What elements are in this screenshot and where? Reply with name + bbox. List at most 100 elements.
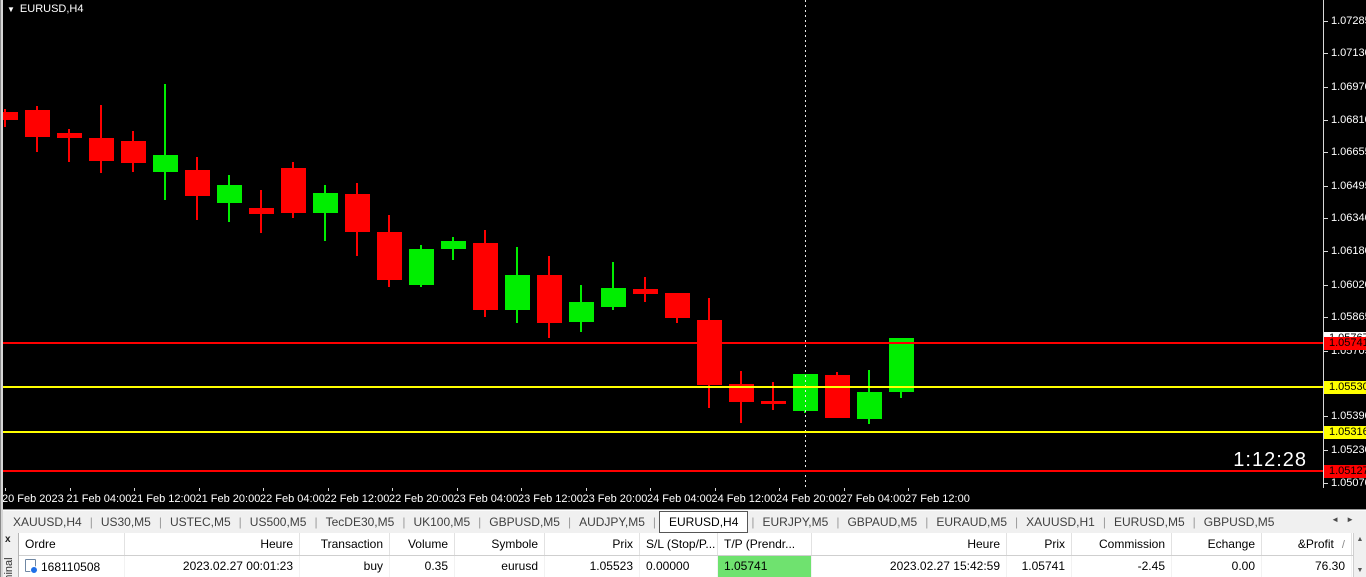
tab-euraud-m5[interactable]: EURAUD,M5 xyxy=(936,514,1008,529)
price-axis-tick xyxy=(1324,416,1328,418)
column-header-heure[interactable]: Heure xyxy=(125,533,300,555)
order-row[interactable]: 168110508 2023.02.27 00:01:23 buy 0.35 eurus… xyxy=(19,556,1353,577)
column-header-transaction[interactable]: Transaction xyxy=(300,533,390,555)
column-header-commission[interactable]: Commission xyxy=(1072,533,1172,555)
tab-xauusd-h1[interactable]: XAUUSD,H1 xyxy=(1026,514,1095,529)
tab-separator: | xyxy=(1192,514,1196,529)
column-header-symbole[interactable]: Symbole xyxy=(455,533,545,555)
candle-wick xyxy=(68,129,70,162)
time-axis-tick xyxy=(134,488,135,491)
price-axis-label: 1.05230 xyxy=(1331,443,1366,456)
tab-scroll-arrows[interactable]: ◄► xyxy=(1331,515,1361,524)
orders-table: Ordre Heure Transaction Volume Symbole Prix S/… xyxy=(19,533,1353,577)
candle xyxy=(473,242,498,311)
column-header-heure[interactable]: Heure xyxy=(812,533,1007,555)
tab-uk100-m5[interactable]: UK100,M5 xyxy=(413,514,471,529)
tab-separator: | xyxy=(314,514,318,529)
candle xyxy=(281,168,306,214)
order-line[interactable] xyxy=(0,342,1323,344)
time-axis-tick xyxy=(585,488,587,491)
price-axis-label: 1.05865 xyxy=(1331,311,1366,324)
time-axis-label: 27 Feb 12:00 xyxy=(905,493,970,505)
price-axis-label: 1.07285 xyxy=(1331,15,1366,27)
tab-eurusd-m5[interactable]: EURUSD,M5 xyxy=(1113,514,1185,529)
column-header-volume[interactable]: Volume xyxy=(390,533,455,555)
time-axis-label: 23 Feb 12:00 xyxy=(518,493,583,505)
time-axis-label: 24 Feb 12:00 xyxy=(711,493,777,505)
time-axis-label: 23 Feb 20:00 xyxy=(582,493,648,505)
time-axis-tick xyxy=(392,488,393,491)
tab-eurjpy-m5[interactable]: EURJPY,M5 xyxy=(762,514,829,529)
chart-panel[interactable]: ▼ EURUSD,H4 1:12:28 xyxy=(0,0,1323,488)
tab-audjpy-m5[interactable]: AUDJPY,M5 xyxy=(579,514,645,529)
tab-ustec-m5[interactable]: USTEC,M5 xyxy=(169,514,231,529)
orders-table-header[interactable]: Ordre Heure Transaction Volume Symbole Prix S/… xyxy=(19,533,1353,556)
time-axis-label: 20 Feb 2023 xyxy=(2,493,64,505)
price-axis-label: 1.06180 xyxy=(1331,245,1366,258)
time-axis-label: 22 Feb 04:00 xyxy=(260,493,325,505)
order-cell-transaction: buy xyxy=(300,556,390,577)
column-header-ordre[interactable]: Ordre xyxy=(19,533,125,555)
close-terminal-button[interactable]: x xyxy=(5,534,11,545)
candle xyxy=(857,392,882,420)
column-header--profit[interactable]: &Profit / xyxy=(1262,533,1352,555)
candle xyxy=(121,140,146,163)
price-axis-tick xyxy=(1324,251,1328,253)
column-header-s-l-stop-p-[interactable]: S/L (Stop/P... xyxy=(640,533,718,555)
time-axis[interactable]: 20 Feb 2023 21 Feb 04:00 21 Feb 12:00 21 Fe… xyxy=(0,488,1366,509)
column-header-t-p-prendr-[interactable]: T/P (Prendr... xyxy=(718,533,812,555)
candle xyxy=(889,337,914,392)
period-separator-line xyxy=(805,0,806,488)
tab-gbpusd-m5[interactable]: GBPUSD,M5 xyxy=(489,514,560,529)
tab-separator: | xyxy=(1102,514,1106,529)
tab-xauusd-h4[interactable]: XAUUSD,H4 xyxy=(13,514,82,529)
order-line[interactable] xyxy=(0,470,1323,473)
symbol-period-label: ▼ EURUSD,H4 xyxy=(7,3,84,15)
tab-separator: | xyxy=(158,514,162,529)
tab-tecde30-m5[interactable]: TecDE30,M5 xyxy=(325,514,395,529)
order-price-badge: 1.05741 xyxy=(1324,337,1366,350)
column-header-prix[interactable]: Prix xyxy=(1007,533,1072,555)
candle xyxy=(729,384,754,402)
scroll-up-arrow-icon[interactable]: ▲ xyxy=(1356,536,1364,543)
candle xyxy=(0,111,18,121)
time-axis-tick xyxy=(263,488,264,491)
column-header-prix[interactable]: Prix xyxy=(545,533,640,555)
price-axis-tick xyxy=(1324,120,1328,122)
column-header-echange[interactable]: Echange xyxy=(1172,533,1262,555)
time-axis-tick xyxy=(521,488,522,491)
price-axis-label: 1.06020 xyxy=(1331,278,1366,291)
time-axis-label: 21 Feb 12:00 xyxy=(131,493,196,505)
price-axis[interactable]: 1.07285 1.07130 1.06970 1.06810 1.06655 1.064… xyxy=(1323,0,1366,489)
time-axis-tick xyxy=(843,488,845,491)
price-axis-label: 1.07130 xyxy=(1331,47,1366,60)
candle xyxy=(217,184,242,204)
candle xyxy=(601,287,626,307)
candle xyxy=(633,288,658,294)
order-line[interactable] xyxy=(0,386,1323,388)
tab-separator: | xyxy=(751,514,755,529)
candle xyxy=(665,292,690,318)
candle xyxy=(185,169,210,196)
window-left-edge xyxy=(0,0,3,577)
price-axis-tick xyxy=(1324,350,1328,352)
candle xyxy=(697,320,722,385)
tab-gbpusd-m5[interactable]: GBPUSD,M5 xyxy=(1203,514,1275,529)
symbol-period-text: EURUSD,H4 xyxy=(19,3,84,15)
candle xyxy=(153,155,178,172)
scroll-down-arrow-icon[interactable]: ▼ xyxy=(1356,567,1364,574)
tab-separator: | xyxy=(89,514,93,529)
order-line[interactable] xyxy=(0,430,1323,433)
terminal-scrollbar[interactable]: ▲ ▼ xyxy=(1353,533,1366,577)
tab-eurusd-h4[interactable]: EURUSD,H4 xyxy=(659,510,749,533)
tab-us500-m5[interactable]: US500,M5 xyxy=(249,514,307,529)
order-cell-s-l-stop-p-: 0.00000 xyxy=(640,556,718,577)
tab-gbpaud-m5[interactable]: GBPAUD,M5 xyxy=(847,514,918,529)
dropdown-triangle-icon: ▼ xyxy=(7,4,15,14)
candle xyxy=(57,132,82,138)
price-axis-label: 1.06495 xyxy=(1331,179,1366,192)
price-axis-tick xyxy=(1324,482,1328,484)
tab-us30-m5[interactable]: US30,M5 xyxy=(100,514,151,529)
time-axis-tick xyxy=(327,488,329,491)
